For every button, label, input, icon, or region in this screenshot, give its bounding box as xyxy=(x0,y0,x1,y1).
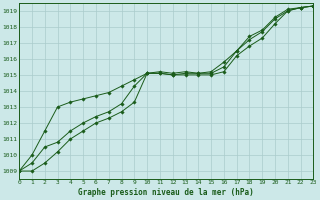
X-axis label: Graphe pression niveau de la mer (hPa): Graphe pression niveau de la mer (hPa) xyxy=(78,188,254,197)
